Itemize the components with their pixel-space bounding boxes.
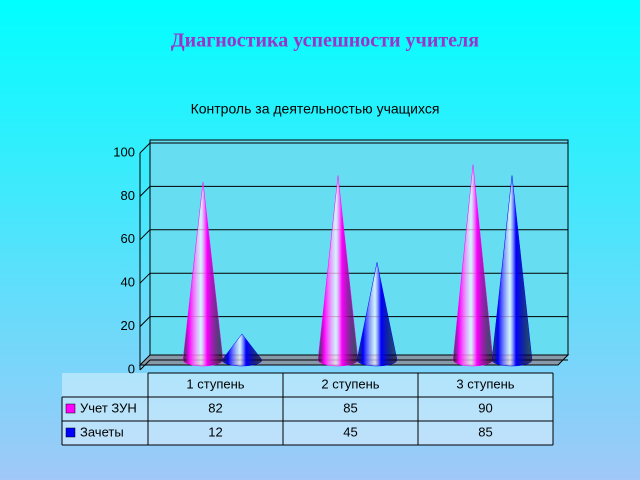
legend-label: Учет ЗУН: [80, 400, 137, 415]
grid-line: [139, 272, 568, 284]
data-table: [62, 373, 553, 445]
y-tick-label: 40: [121, 275, 135, 290]
x-tick-label: 2 ступень: [321, 376, 379, 391]
chart-title: Контроль за деятельностью учащихся: [191, 101, 440, 117]
x-tick-label: 1 ступень: [186, 376, 244, 391]
y-tick-label: 20: [121, 318, 135, 333]
cone: [491, 175, 533, 367]
table-value: 90: [478, 400, 492, 415]
x-tick-label: 3 ступень: [456, 376, 514, 391]
grid-line: [139, 229, 568, 241]
grid-line: [139, 316, 568, 327]
table-value: 82: [208, 400, 222, 415]
grid-line: [139, 185, 568, 197]
y-tick-label: 60: [121, 231, 135, 246]
legend-label: Зачеты: [80, 424, 124, 439]
table-value: 12: [208, 424, 222, 439]
cone-body: [221, 333, 263, 367]
table-value: 85: [478, 424, 492, 439]
grid-line: [139, 359, 568, 371]
y-tick-label: 80: [121, 188, 135, 203]
y-tick-label: 0: [128, 361, 135, 376]
cone: [221, 333, 263, 367]
table-value: 45: [343, 424, 357, 439]
grid-line: [139, 142, 568, 154]
slide-title: Диагностика успешности учителя: [171, 30, 479, 52]
cone: [356, 262, 398, 367]
legend-swatch: [65, 403, 76, 414]
legend-swatch: [65, 427, 76, 438]
cone-body: [491, 175, 533, 367]
cone-body: [356, 262, 398, 367]
table-value: 85: [343, 400, 357, 415]
y-tick-label: 100: [113, 144, 135, 159]
